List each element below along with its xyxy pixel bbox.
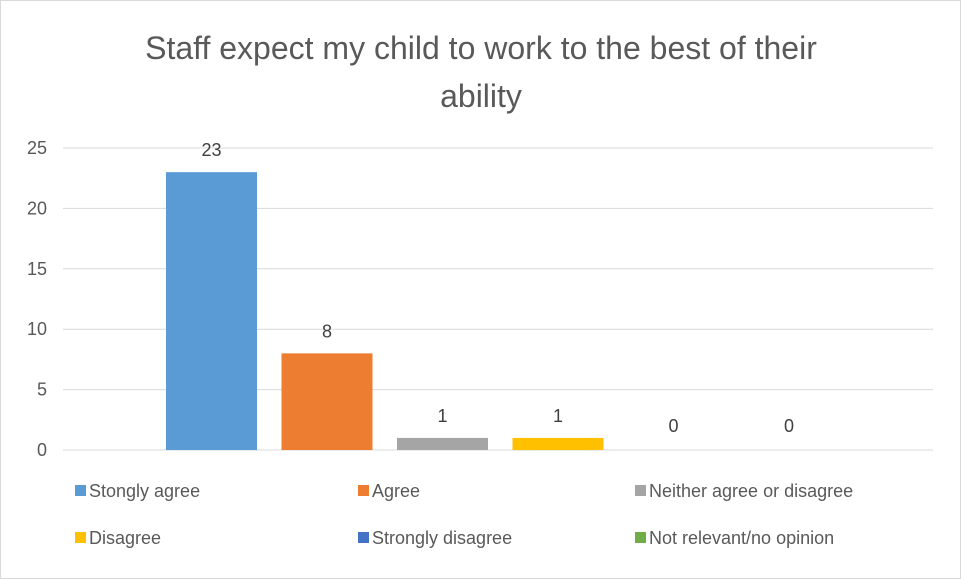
y-tick-label: 20 bbox=[27, 198, 47, 218]
legend-label-3: Disagree bbox=[89, 528, 161, 548]
data-labels: 23 8 1 1 0 0 bbox=[201, 140, 794, 436]
data-label-2: 1 bbox=[437, 406, 447, 426]
y-tick-label: 10 bbox=[27, 319, 47, 339]
bar-2 bbox=[397, 437, 488, 450]
legend-swatch-4 bbox=[358, 532, 369, 543]
bar-1 bbox=[281, 353, 373, 450]
y-tick-label: 0 bbox=[37, 440, 47, 460]
legend: Stongly agree Agree Neither agree or disag… bbox=[75, 481, 853, 548]
legend-swatch-5 bbox=[635, 532, 646, 543]
y-tick-label: 5 bbox=[37, 380, 47, 400]
y-tick-label: 25 bbox=[27, 138, 47, 158]
data-label-1: 8 bbox=[322, 321, 332, 341]
data-label-0: 23 bbox=[201, 140, 221, 160]
legend-label-1: Agree bbox=[372, 481, 420, 501]
data-label-4: 0 bbox=[668, 416, 678, 436]
bars bbox=[166, 172, 604, 450]
data-label-5: 0 bbox=[784, 416, 794, 436]
y-axis-tick-labels: 0 5 10 15 20 25 bbox=[27, 138, 47, 460]
bar-0 bbox=[166, 172, 257, 450]
legend-swatch-1 bbox=[358, 485, 369, 496]
legend-swatch-0 bbox=[75, 485, 86, 496]
legend-swatch-3 bbox=[75, 532, 86, 543]
data-label-3: 1 bbox=[553, 406, 563, 426]
chart-title-line-2: ability bbox=[440, 78, 522, 114]
y-tick-label: 15 bbox=[27, 259, 47, 279]
legend-label-4: Strongly disagree bbox=[372, 528, 512, 548]
legend-label-5: Not relevant/no opinion bbox=[649, 528, 834, 548]
chart-title-line-1: Staff expect my child to work to the bes… bbox=[145, 30, 817, 66]
legend-swatch-2 bbox=[635, 485, 646, 496]
bar-3 bbox=[512, 437, 604, 450]
legend-label-2: Neither agree or disagree bbox=[649, 481, 853, 501]
legend-label-0: Stongly agree bbox=[89, 481, 200, 501]
